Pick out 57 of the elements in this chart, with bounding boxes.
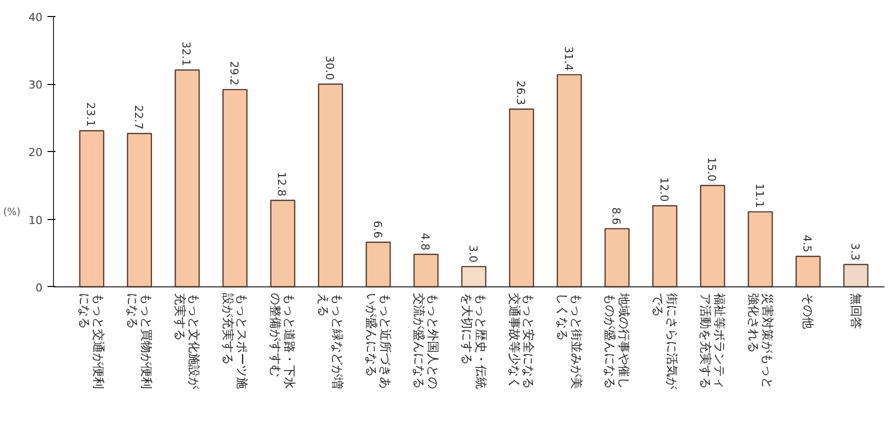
x-tick-label: その他 <box>801 292 816 329</box>
data-label: 3.3 <box>848 243 862 261</box>
x-tick-label: 災害対策がもっと強化される <box>746 292 774 389</box>
data-label: 6.6 <box>370 220 384 238</box>
y-tick-label: 10 <box>28 214 43 227</box>
bar <box>700 184 726 288</box>
data-label: 26.3 <box>514 80 528 106</box>
data-label: 22.7 <box>132 104 145 130</box>
data-label: 15.0 <box>705 156 718 182</box>
x-tick-label: 福祉等ボランティア活動を充実する <box>698 292 727 389</box>
x-tick-label: 地域の行事や催しものが盛んになる <box>603 292 632 389</box>
x-tick-label: もっと買物が便利になる <box>125 292 154 389</box>
bar <box>270 200 296 288</box>
x-tick-label: 無回答 <box>848 292 863 329</box>
y-axis-title: (%) <box>3 207 21 218</box>
bar <box>174 69 200 288</box>
x-tick-label: もっと近所づきあいが盛んになる <box>364 292 392 389</box>
x-tick-label: もっと緑などが増える <box>316 292 344 389</box>
bar <box>843 264 868 288</box>
y-tick-label: 40 <box>28 11 43 24</box>
bar <box>604 228 630 288</box>
data-label: 12.0 <box>657 177 670 202</box>
bar <box>222 88 248 288</box>
data-label: 3.0 <box>466 245 480 263</box>
bar <box>366 242 391 288</box>
x-tick-label: もっと歴史・伝統を大切にする <box>460 292 488 389</box>
data-label: 23.1 <box>84 102 98 127</box>
bar <box>461 266 486 288</box>
y-tick-label: 30 <box>28 78 43 92</box>
x-tick-label: もっと道路・下水の整備がすすむ <box>268 292 297 389</box>
data-label: 12.8 <box>275 172 288 196</box>
bar <box>748 211 773 288</box>
x-tick-label: もっと文化施設が充実する <box>173 292 202 390</box>
bar <box>126 132 152 288</box>
x-tick-label: もっと交通が便利になる <box>78 292 106 389</box>
data-label: 31.4 <box>562 46 575 71</box>
y-tick-label: 0 <box>36 281 42 294</box>
data-label: 32.1 <box>180 41 193 66</box>
x-tick-label: 街にさらに活気がでる <box>650 292 679 390</box>
bar <box>413 254 439 288</box>
bar <box>652 205 678 288</box>
x-tick-label: もっと安全になる交通事故等少なく <box>508 292 536 389</box>
x-tick-label: もっと街並みが美しくなる <box>555 292 584 389</box>
bar <box>79 130 104 288</box>
x-tick-label: もっと外国人との交流が盛んになる <box>412 292 440 389</box>
data-label: 8.6 <box>610 207 623 225</box>
data-label: 29.2 <box>227 61 240 86</box>
y-tick-label: 20 <box>28 146 43 160</box>
bar <box>318 84 344 288</box>
bar <box>796 256 821 288</box>
x-tick-label: もっとスポーツ施設が充実する <box>220 292 249 389</box>
data-label: 11.1 <box>752 183 766 208</box>
bar <box>556 74 582 288</box>
data-label: 30.0 <box>323 56 336 80</box>
data-label: 4.8 <box>418 232 432 250</box>
bar <box>508 108 534 288</box>
data-label: 4.5 <box>800 234 814 252</box>
